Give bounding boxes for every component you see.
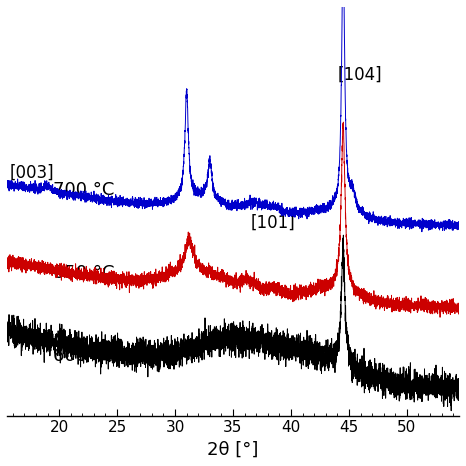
- Text: 650 °C: 650 °C: [53, 264, 115, 282]
- Text: [104]: [104]: [337, 66, 382, 84]
- Text: [003]: [003]: [9, 164, 54, 182]
- Text: [101]: [101]: [250, 214, 295, 232]
- X-axis label: 2θ [°]: 2θ [°]: [207, 441, 259, 459]
- Text: 700 °C: 700 °C: [53, 181, 115, 199]
- Text: 600 °C: 600 °C: [53, 347, 115, 365]
